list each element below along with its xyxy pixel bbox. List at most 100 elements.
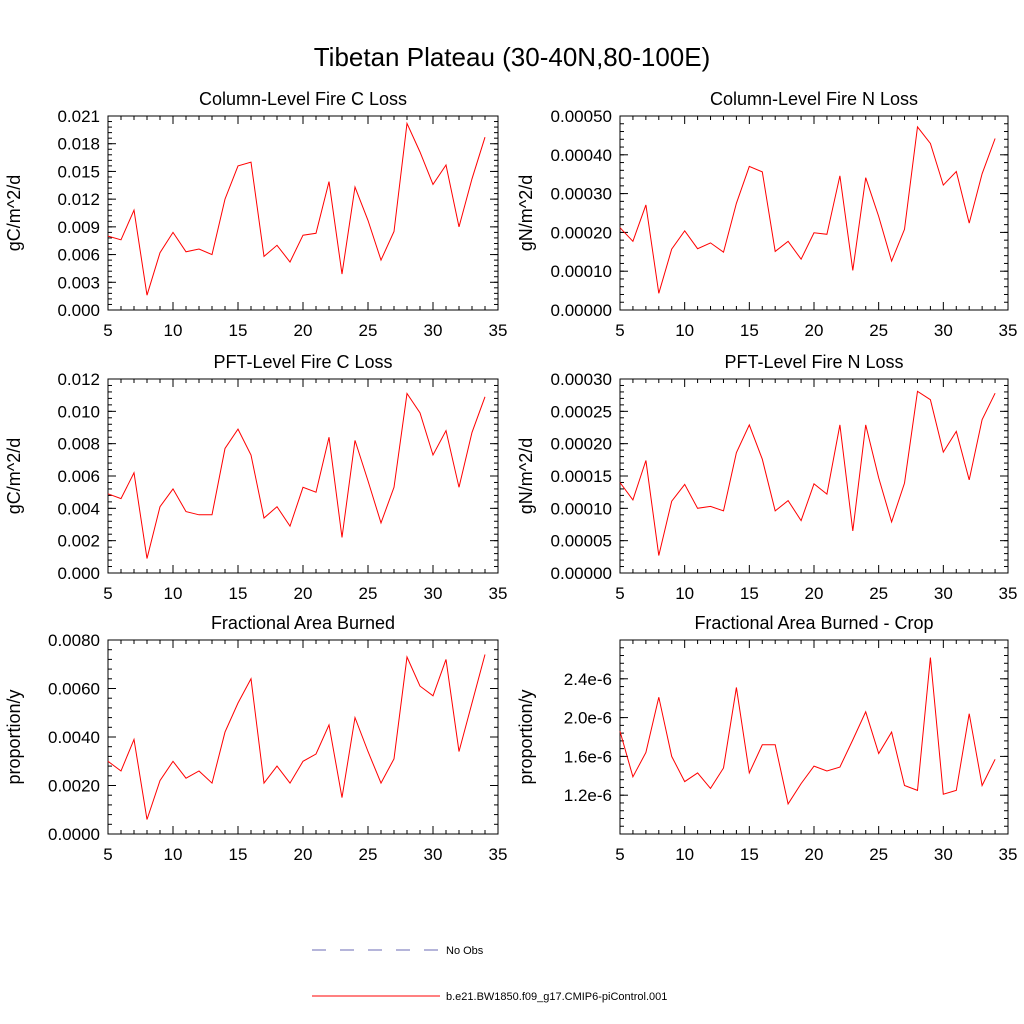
panel-title: Column-Level Fire C Loss (199, 89, 407, 109)
x-tick-label: 15 (740, 321, 759, 340)
y-tick-label: 0.015 (57, 162, 100, 181)
x-tick-label: 10 (675, 584, 694, 603)
panels: 5 10 15 20 25 30 35 0.000 0.003 0.006 0.009 0.012 0.… (4, 89, 1017, 864)
y-tick-label: 0.00010 (551, 499, 612, 518)
y-tick-label: 0.0040 (48, 728, 100, 747)
chart-panel-3: 5 10 15 20 25 30 35 0.000 0.002 0.004 0.006 0.008 0.… (4, 352, 507, 603)
x-tick-label: 35 (489, 321, 508, 340)
panel-title: PFT-Level Fire N Loss (724, 352, 903, 372)
x-tick-label: 30 (424, 845, 443, 864)
y-tick-label: 0.006 (57, 467, 100, 486)
x-tick-label: 5 (103, 584, 112, 603)
x-tick-label: 15 (229, 845, 248, 864)
legend-label: b.e21.BW1850.f09_g17.CMIP6-piControl.001 (446, 991, 667, 1003)
panel-title: Column-Level Fire N Loss (710, 89, 918, 109)
plot-frame (107, 639, 499, 835)
x-tick-label: 30 (934, 845, 953, 864)
x-tick-label: 30 (934, 321, 953, 340)
panel-title: Fractional Area Burned (211, 613, 395, 633)
x-tick-label: 5 (103, 321, 112, 340)
legend-label: No Obs (446, 945, 484, 957)
y-tick-label: 2.0e-6 (564, 709, 612, 728)
x-tick-label: 10 (675, 321, 694, 340)
x-tick-label: 35 (999, 584, 1018, 603)
y-tick-label: 0.0000 (48, 825, 100, 844)
y-tick-label: 0.000 (57, 564, 100, 583)
y-tick-label: 0.0060 (48, 680, 100, 699)
x-tick-label: 20 (805, 584, 824, 603)
x-tick-label: 5 (615, 584, 624, 603)
x-tick-label: 35 (999, 845, 1018, 864)
x-tick-label: 35 (489, 584, 508, 603)
chart-panel-4: 5 10 15 20 25 30 35 0.00000 0.00005 0.00010 0.0001… (516, 352, 1017, 603)
y-axis-label: gN/m^2/d (516, 438, 536, 514)
series-line (107, 654, 486, 820)
panel-title: Fractional Area Burned - Crop (694, 613, 933, 633)
x-tick-label: 10 (164, 845, 183, 864)
x-tick-label: 25 (869, 321, 888, 340)
y-tick-label: 0.008 (57, 435, 100, 454)
x-tick-label: 25 (359, 584, 378, 603)
series-line (619, 125, 996, 294)
y-tick-label: 0.004 (57, 499, 100, 518)
series-line (107, 392, 486, 559)
y-tick-label: 0.00030 (551, 185, 612, 204)
plot-frame (107, 378, 499, 574)
y-tick-label: 0.012 (57, 370, 100, 389)
y-axis-label: proportion/y (516, 689, 536, 784)
x-tick-label: 20 (294, 321, 313, 340)
x-tick-label: 25 (869, 845, 888, 864)
y-axis-label: proportion/y (4, 689, 24, 784)
x-tick-label: 20 (294, 584, 313, 603)
y-tick-label: 2.4e-6 (564, 670, 612, 689)
x-tick-label: 10 (675, 845, 694, 864)
y-axis-label: gC/m^2/d (4, 175, 24, 251)
panel-title: PFT-Level Fire C Loss (213, 352, 392, 372)
x-tick-label: 20 (294, 845, 313, 864)
y-tick-label: 0.00020 (551, 435, 612, 454)
plot-frame (107, 115, 499, 311)
x-tick-label: 30 (424, 321, 443, 340)
plot-frame (619, 378, 1009, 574)
x-tick-label: 5 (103, 845, 112, 864)
legend: No Obs b.e21.BW1850.f09_g17.CMIP6-piContr… (312, 945, 667, 1003)
y-tick-label: 0.002 (57, 532, 100, 551)
plot-frame (619, 115, 1009, 311)
chart-panel-2: 5 10 15 20 25 30 35 0.00000 0.00010 0.00020 0.0003… (516, 89, 1017, 340)
chart-panel-1: 5 10 15 20 25 30 35 0.000 0.003 0.006 0.009 0.012 0.… (4, 89, 507, 340)
y-tick-label: 0.009 (57, 218, 100, 237)
y-tick-label: 0.010 (57, 402, 100, 421)
chart-panel-5: 5 10 15 20 25 30 35 0.0000 0.0020 0.0040 0.0060 0.0… (4, 613, 507, 864)
y-tick-label: 1.6e-6 (564, 747, 612, 766)
series-line (107, 121, 486, 296)
y-tick-label: 0.00020 (551, 223, 612, 242)
y-tick-label: 0.021 (57, 107, 100, 126)
series-line (619, 657, 996, 806)
y-tick-label: 0.0080 (48, 631, 100, 650)
y-axis-label: gC/m^2/d (4, 438, 24, 514)
x-tick-label: 10 (164, 321, 183, 340)
x-tick-label: 25 (359, 321, 378, 340)
x-tick-label: 10 (164, 584, 183, 603)
series-line (619, 390, 996, 556)
x-tick-label: 25 (869, 584, 888, 603)
y-tick-label: 1.2e-6 (564, 786, 612, 805)
x-tick-label: 20 (805, 321, 824, 340)
y-tick-label: 0.00005 (551, 532, 612, 551)
y-tick-label: 0.00000 (551, 301, 612, 320)
x-tick-label: 35 (489, 845, 508, 864)
y-tick-label: 0.0020 (48, 777, 100, 796)
y-tick-label: 0.003 (57, 273, 100, 292)
y-tick-label: 0.018 (57, 135, 100, 154)
x-tick-label: 25 (359, 845, 378, 864)
x-tick-label: 5 (615, 321, 624, 340)
y-tick-label: 0.00040 (551, 146, 612, 165)
x-tick-label: 15 (740, 584, 759, 603)
y-tick-label: 0.00015 (551, 467, 612, 486)
x-tick-label: 35 (999, 321, 1018, 340)
y-tick-label: 0.000 (57, 301, 100, 320)
x-tick-label: 15 (229, 321, 248, 340)
y-tick-label: 0.00000 (551, 564, 612, 583)
y-tick-label: 0.012 (57, 190, 100, 209)
